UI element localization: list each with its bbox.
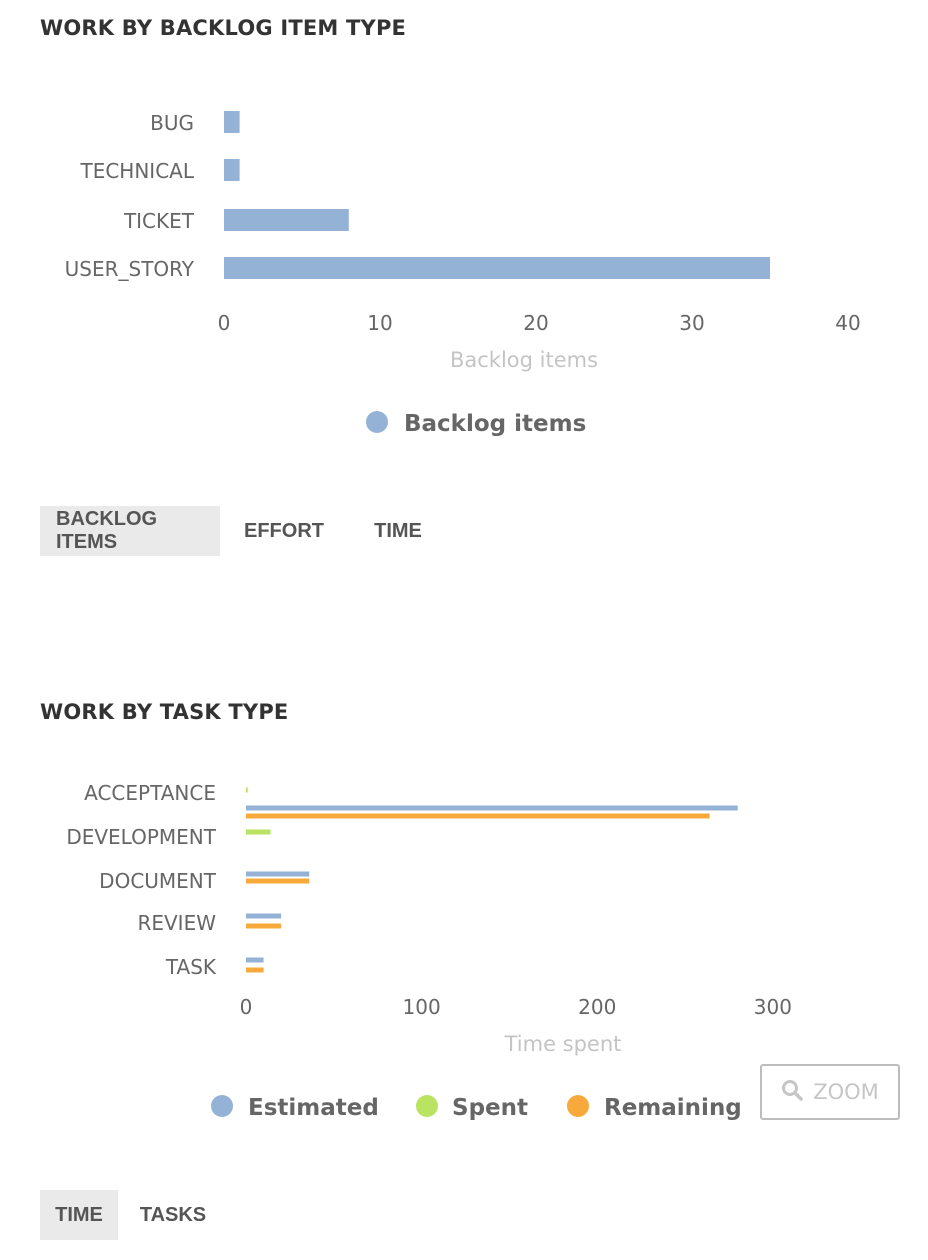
tab-tasks[interactable]: TASKS: [139, 1203, 207, 1226]
backlog-item-chart: BUG TECHNICAL TICKET USER_STORY 0 10 20 30 40 Bac…: [65, 111, 861, 437]
bar: [224, 111, 240, 133]
bar: [246, 805, 738, 811]
x-axis-title: Backlog items: [450, 348, 598, 372]
search-icon: [781, 1079, 803, 1106]
bar: [246, 787, 248, 793]
category-label: ACCEPTANCE: [84, 781, 216, 805]
x-tick-label: 0: [218, 311, 231, 335]
chart-title-backlog: WORK BY BACKLOG ITEM TYPE: [40, 16, 407, 40]
tab-effort[interactable]: EFFORT: [244, 519, 324, 542]
task-chart-tabs: TIME TASKS: [40, 1190, 228, 1240]
x-tick-label: 10: [367, 311, 392, 335]
bar: [224, 209, 349, 231]
x-tick-label: 40: [835, 311, 860, 335]
bar: [224, 159, 240, 181]
bar: [246, 871, 310, 877]
legend-marker: [211, 1095, 233, 1117]
category-label: TASK: [165, 955, 217, 979]
x-tick-label: 100: [403, 995, 441, 1019]
tab-backlog-items[interactable]: BACKLOG ITEMS: [40, 506, 220, 556]
chart-title-task-type: WORK BY TASK TYPE: [40, 700, 289, 724]
tab-time-task[interactable]: TIME: [40, 1190, 118, 1240]
x-axis-title: Time spent: [504, 1032, 622, 1056]
category-label: USER_STORY: [65, 257, 195, 281]
legend-label: Estimated: [248, 1095, 379, 1121]
bar: [246, 923, 282, 929]
zoom-button[interactable]: ZOOM: [760, 1064, 900, 1120]
x-tick-label: 200: [578, 995, 616, 1019]
task-type-chart: ACCEPTANCE DEVELOPMENT DOCUMENT REVIEW TASK 0…: [66, 781, 792, 1121]
category-label: DEVELOPMENT: [66, 825, 216, 849]
bar: [246, 913, 282, 919]
bar: [246, 878, 310, 884]
category-label: REVIEW: [137, 911, 216, 935]
legend-marker: [366, 411, 388, 433]
legend-label: Remaining: [604, 1095, 742, 1121]
category-label: TICKET: [123, 209, 195, 233]
legend-marker: [416, 1095, 438, 1117]
bar: [246, 829, 271, 835]
x-tick-label: 300: [754, 995, 792, 1019]
zoom-label: ZOOM: [813, 1080, 879, 1104]
category-label: DOCUMENT: [99, 869, 217, 893]
x-tick-label: 20: [523, 311, 548, 335]
legend-marker: [567, 1095, 589, 1117]
tab-time[interactable]: TIME: [374, 519, 422, 542]
x-tick-label: 0: [240, 995, 253, 1019]
bar: [246, 967, 264, 973]
x-tick-label: 30: [679, 311, 704, 335]
bar: [224, 257, 770, 279]
bar: [246, 957, 264, 963]
legend-label: Spent: [452, 1095, 528, 1121]
legend-label: Backlog items: [404, 411, 586, 437]
category-label: BUG: [150, 111, 194, 135]
bar: [246, 813, 710, 819]
category-label: TECHNICAL: [79, 159, 194, 183]
backlog-chart-tabs: BACKLOG ITEMS EFFORT TIME: [40, 506, 448, 556]
